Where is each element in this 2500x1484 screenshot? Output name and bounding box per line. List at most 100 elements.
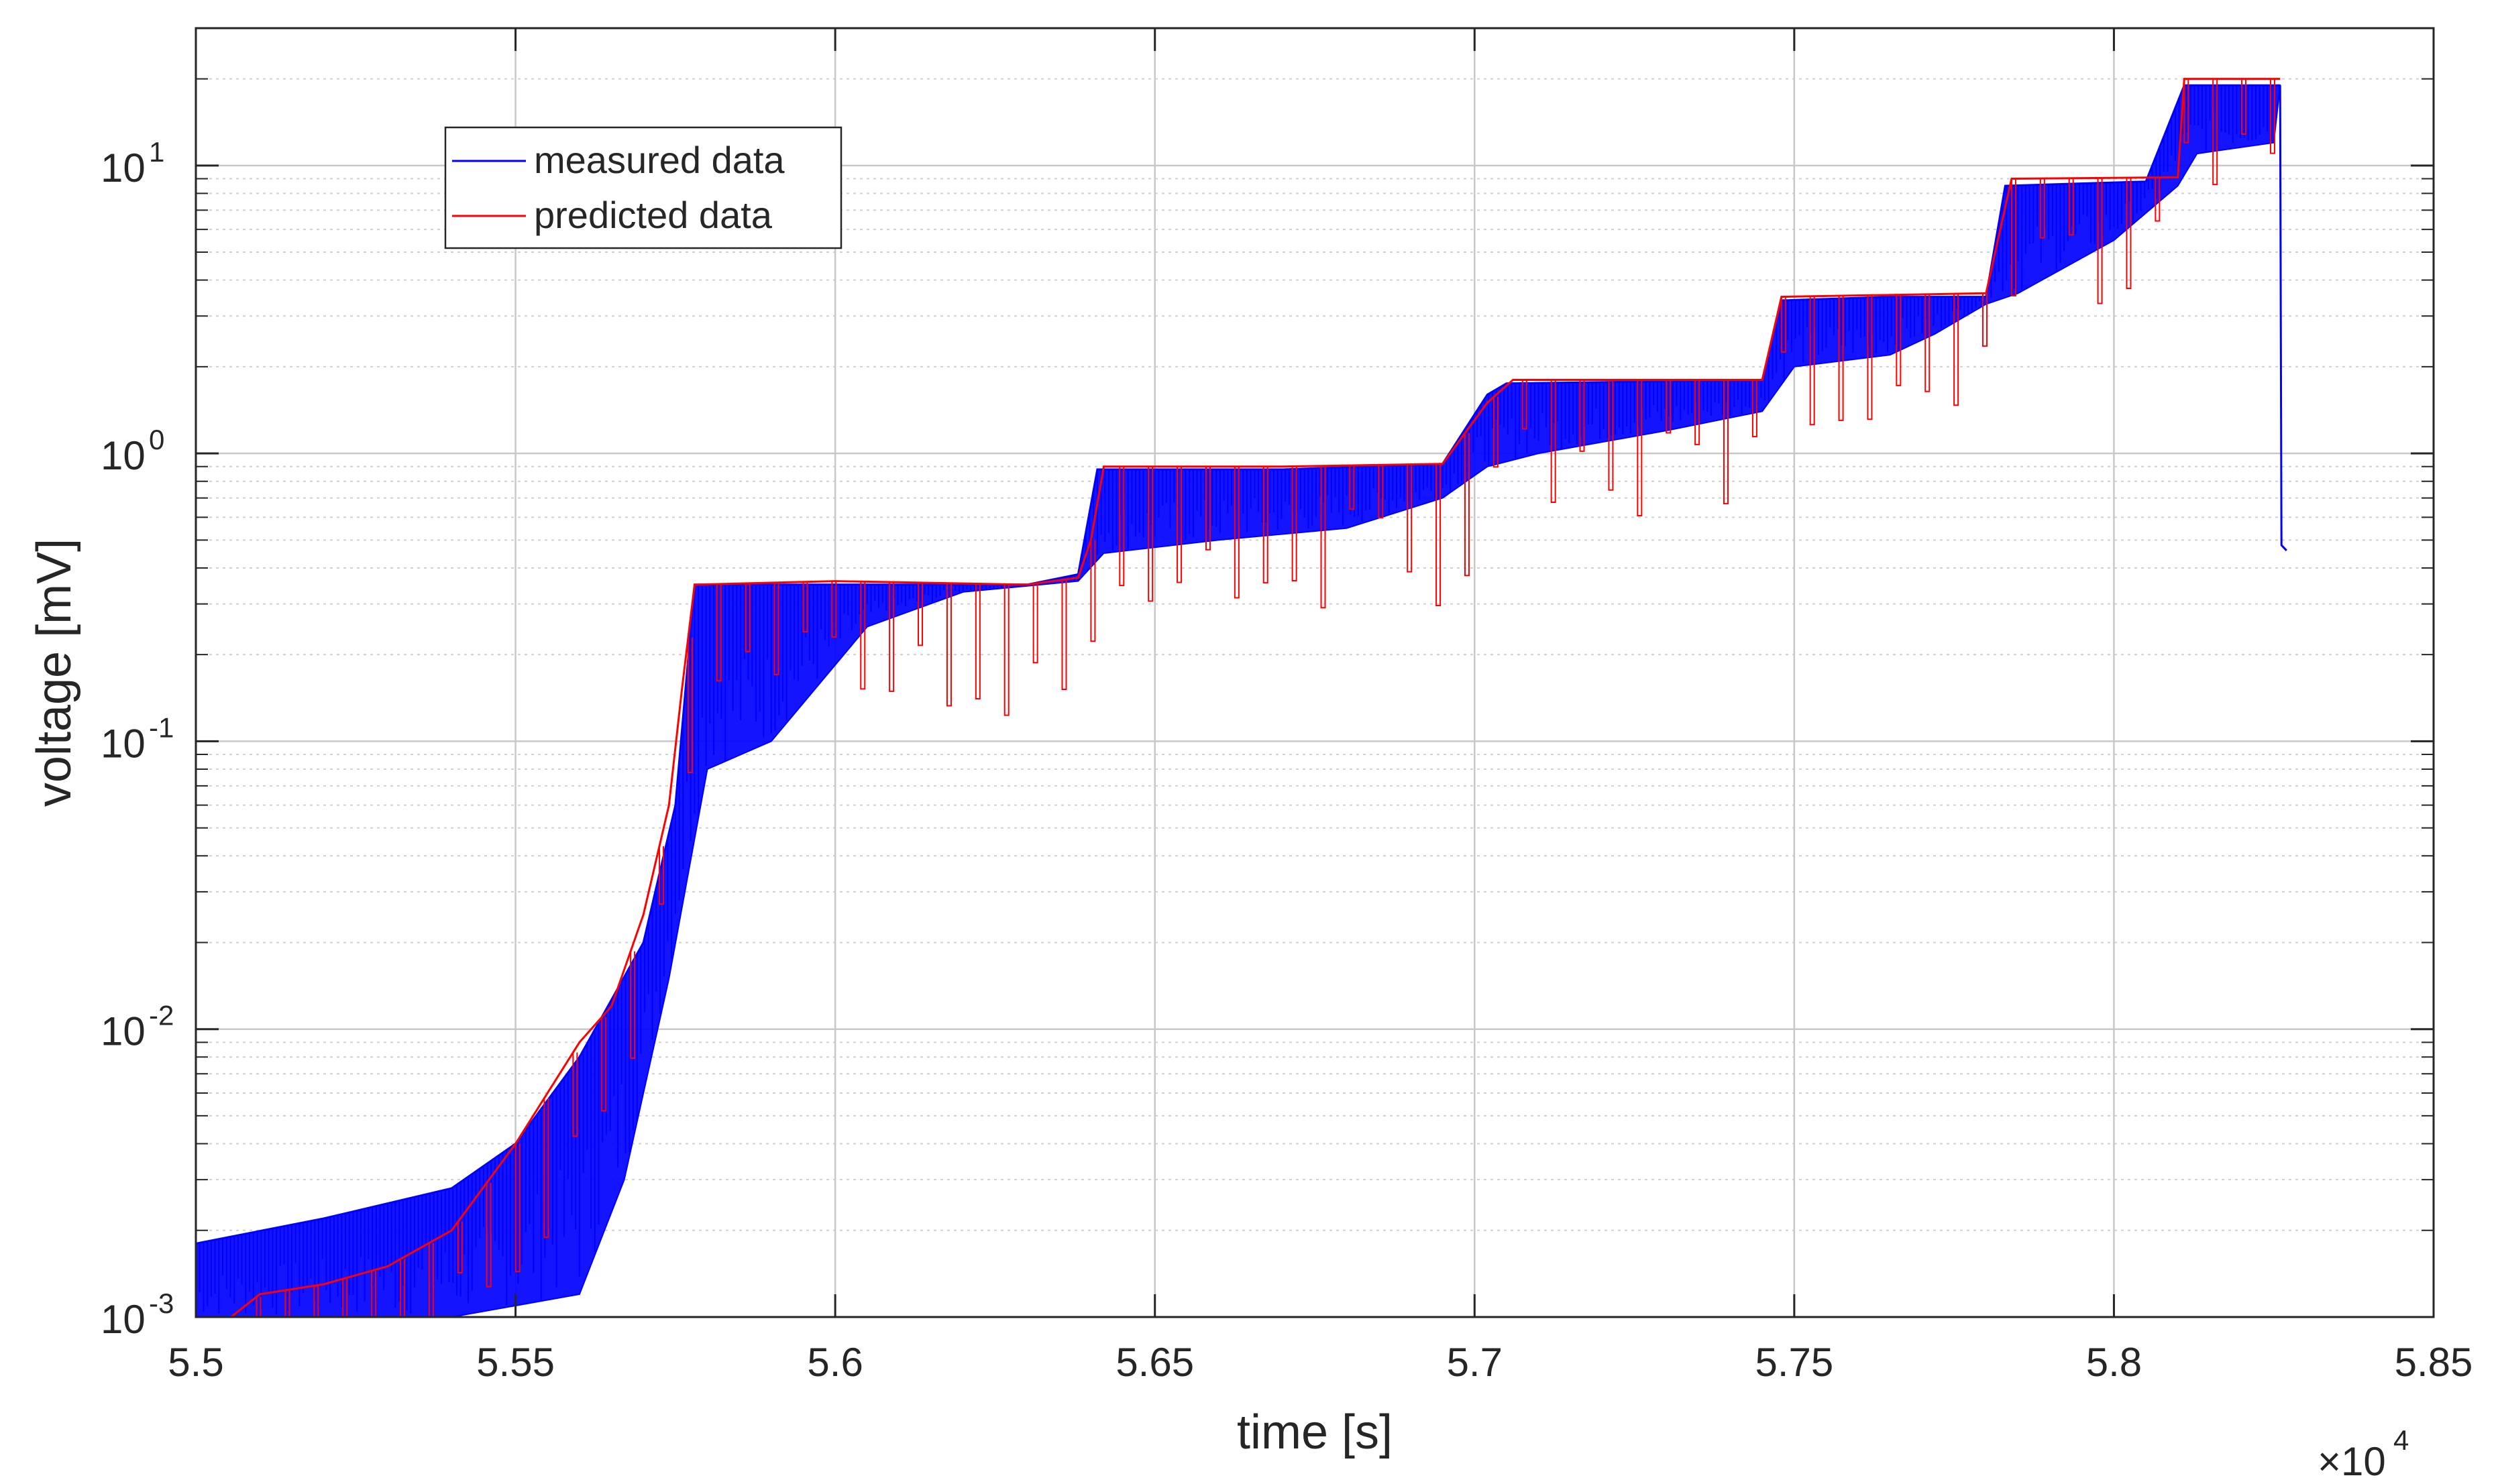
predicted-data-step (1119, 466, 1125, 587)
legend-label-predicted: predicted data (534, 194, 773, 236)
y-tick-label: 10 -3 (101, 1288, 174, 1342)
y-tick-label-base: 10 (101, 1009, 146, 1054)
predicted-data-step (1723, 380, 1729, 505)
predicted-data-step (1378, 465, 1384, 519)
predicted-data-step (601, 1017, 607, 1112)
predicted-data-step (1177, 466, 1183, 583)
predicted-data-step (687, 637, 693, 773)
predicted-data-step (1896, 294, 1902, 386)
predicted-data-step (1205, 466, 1211, 551)
y-tick-label-exponent: -3 (149, 1288, 174, 1319)
predicted-data-step (918, 582, 924, 646)
predicted-data-step (630, 951, 636, 1060)
predicted-data-step (1608, 380, 1614, 491)
predicted-data-step (1780, 296, 1786, 353)
legend-label-measured: measured data (534, 139, 785, 181)
predicted-data-step (1492, 397, 1499, 468)
predicted-data-step (1694, 380, 1700, 445)
predicted-data-step (802, 581, 808, 633)
y-tick-label-exponent: -1 (149, 711, 174, 743)
x-tick-label: 5.75 (1755, 1340, 1833, 1385)
predicted-data-step (572, 1052, 578, 1137)
predicted-data-step (1666, 380, 1672, 434)
y-tick-label: 10 1 (101, 136, 164, 190)
predicted-data-line (229, 78, 2281, 1317)
predicted-data-step (342, 1279, 348, 1317)
predicted-data-step (2126, 178, 2132, 289)
predicted-data-step (2068, 178, 2074, 236)
predicted-data-step (1838, 296, 1844, 421)
y-tick-label: 10 0 (101, 424, 164, 478)
y-tick-label-exponent: 0 (149, 424, 164, 455)
series-layer (196, 78, 2287, 1317)
x-tick-label: 5.5 (168, 1340, 223, 1385)
axis-ticks (195, 28, 2435, 1318)
y-tick-label: 10 -1 (101, 711, 174, 766)
predicted-data-step (716, 584, 722, 682)
predicted-data-step (1349, 465, 1355, 510)
predicted-data-step (1003, 584, 1010, 716)
predicted-data-step (2039, 178, 2045, 239)
x-multiplier-base: ×10 (2318, 1439, 2386, 1484)
predicted-data-step (1291, 466, 1297, 581)
predicted-data-step (1637, 380, 1643, 517)
y-axis-title: voltage [mV] (28, 538, 81, 807)
predicted-data-step (889, 582, 895, 692)
x-axis-title: time [s] (1237, 1406, 1393, 1459)
y-tick-label-base: 10 (101, 1297, 146, 1342)
x-tick-label: 5.85 (2395, 1340, 2473, 1385)
y-tick-label-base: 10 (101, 146, 146, 190)
legend: measured data predicted data (444, 126, 843, 249)
predicted-data-step (1320, 465, 1326, 609)
predicted-data-step (2241, 78, 2247, 135)
predicted-data-step (1234, 466, 1240, 599)
predicted-data-step (2269, 78, 2275, 154)
predicted-data-step (1867, 295, 1873, 420)
predicted-data-step (1032, 583, 1038, 664)
predicted-data-step (860, 581, 866, 690)
x-tick-label: 5.8 (2086, 1340, 2142, 1385)
predicted-data-step (1550, 380, 1556, 504)
predicted-data-step (946, 583, 952, 707)
y-tick-label-exponent: 1 (149, 136, 164, 168)
predicted-data-step (2183, 78, 2189, 144)
predicted-data-step (400, 1259, 406, 1317)
predicted-data-step (1809, 296, 1815, 426)
x-tick-label: 5.7 (1447, 1340, 1503, 1385)
predicted-data-step (2097, 178, 2103, 304)
x-multiplier-exponent: 4 (2393, 1424, 2409, 1456)
predicted-data-step (745, 583, 751, 652)
y-tick-label-base: 10 (101, 721, 146, 766)
predicted-data-step (1464, 433, 1470, 577)
y-tick-label: 10 -2 (101, 1000, 174, 1054)
predicted-data-step (1407, 464, 1413, 573)
measured-data-drop (2279, 85, 2287, 551)
predicted-data-step (1090, 540, 1096, 642)
x-tick-label: 5.55 (476, 1340, 555, 1385)
x-multiplier: ×10 4 (2318, 1424, 2409, 1484)
predicted-data-step (1148, 466, 1154, 602)
predicted-data-step (2010, 178, 2016, 296)
predicted-data-step (457, 1221, 463, 1274)
predicted-data-step (659, 846, 665, 905)
predicted-data-step (1579, 380, 1585, 452)
predicted-data-step (486, 1182, 492, 1288)
predicted-data-step (1521, 380, 1527, 430)
predicted-data-step (1061, 579, 1067, 691)
predicted-data-step (543, 1098, 549, 1239)
predicted-data-step (975, 583, 981, 700)
predicted-data-step (1953, 294, 1959, 406)
predicted-data-step (313, 1286, 319, 1317)
predicted-data-step (1262, 466, 1268, 584)
y-tick-label-exponent: -2 (149, 1000, 174, 1031)
predicted-data-step (2212, 78, 2218, 186)
plot-frame (195, 27, 2435, 1318)
predicted-data-step (773, 582, 779, 675)
predicted-data-step (831, 581, 837, 638)
predicted-data-step (428, 1243, 434, 1317)
predicted-data-step (284, 1290, 290, 1317)
y-tick-label-base: 10 (101, 433, 146, 478)
predicted-data-step (514, 1143, 521, 1273)
